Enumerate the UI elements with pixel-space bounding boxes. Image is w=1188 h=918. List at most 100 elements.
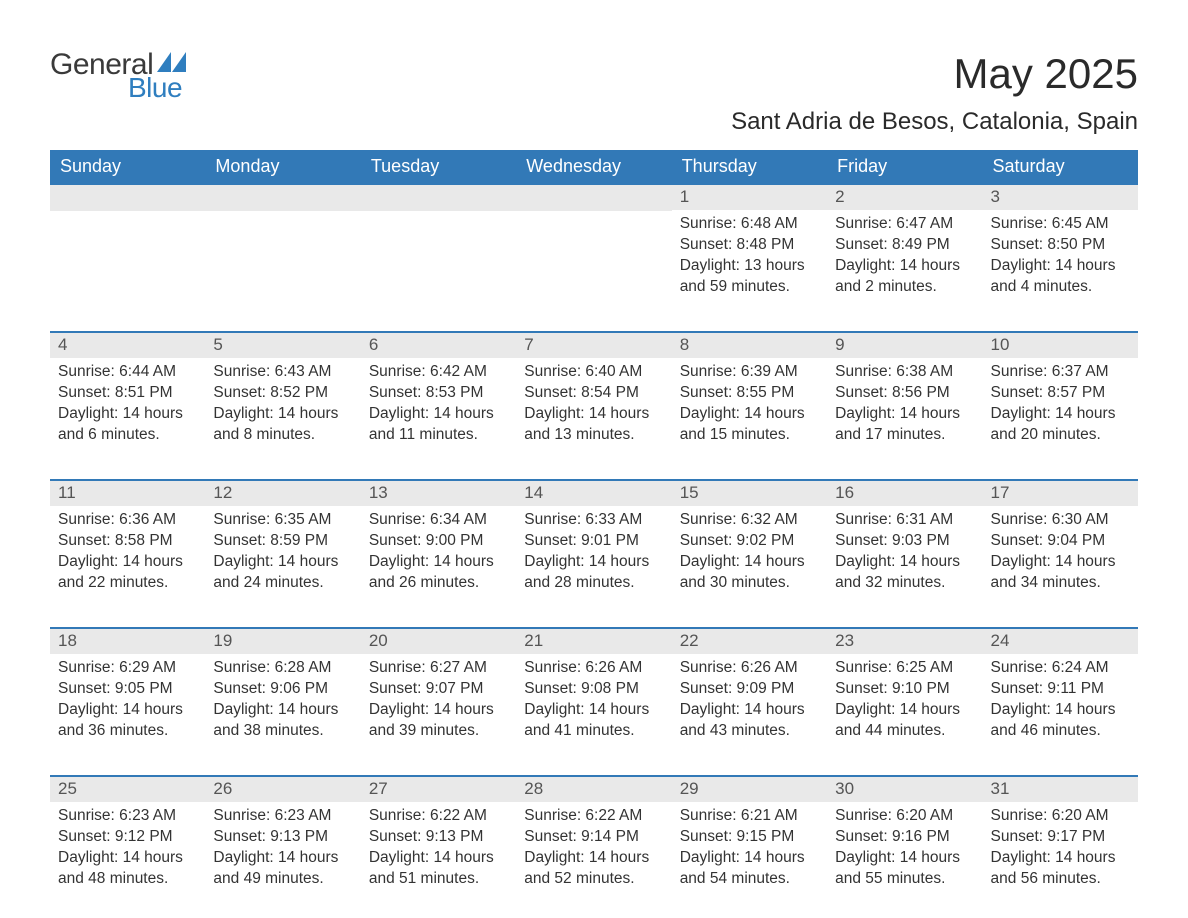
sunrise-line: Sunrise: 6:42 AM: [369, 362, 508, 383]
day-number: 31: [983, 777, 1138, 802]
calendar-day: 31Sunrise: 6:20 AMSunset: 9:17 PMDayligh…: [983, 776, 1138, 898]
day-number: 29: [672, 777, 827, 802]
daylight-line: Daylight: 14 hours and 56 minutes.: [991, 848, 1130, 890]
day-content: Sunrise: 6:39 AMSunset: 8:55 PMDaylight:…: [672, 358, 827, 454]
calendar-empty-day: [516, 184, 671, 332]
day-content: Sunrise: 6:34 AMSunset: 9:00 PMDaylight:…: [361, 506, 516, 602]
daylight-line: Daylight: 14 hours and 11 minutes.: [369, 404, 508, 446]
calendar-table: SundayMondayTuesdayWednesdayThursdayFrid…: [50, 150, 1138, 898]
sunrise-line: Sunrise: 6:26 AM: [524, 658, 663, 679]
sunset-line: Sunset: 8:48 PM: [680, 235, 819, 256]
day-number: 25: [50, 777, 205, 802]
empty-day-number: [50, 185, 205, 211]
calendar-day: 19Sunrise: 6:28 AMSunset: 9:06 PMDayligh…: [205, 628, 360, 776]
calendar-day: 12Sunrise: 6:35 AMSunset: 8:59 PMDayligh…: [205, 480, 360, 628]
calendar-day: 30Sunrise: 6:20 AMSunset: 9:16 PMDayligh…: [827, 776, 982, 898]
day-header: Thursday: [672, 150, 827, 184]
sunset-line: Sunset: 9:10 PM: [835, 679, 974, 700]
day-number: 3: [983, 185, 1138, 210]
day-content: Sunrise: 6:28 AMSunset: 9:06 PMDaylight:…: [205, 654, 360, 750]
day-number: 27: [361, 777, 516, 802]
day-number: 22: [672, 629, 827, 654]
calendar-day: 25Sunrise: 6:23 AMSunset: 9:12 PMDayligh…: [50, 776, 205, 898]
sunset-line: Sunset: 8:54 PM: [524, 383, 663, 404]
day-header: Monday: [205, 150, 360, 184]
day-content: Sunrise: 6:31 AMSunset: 9:03 PMDaylight:…: [827, 506, 982, 602]
logo: General Blue: [50, 50, 187, 102]
page-title: May 2025: [954, 50, 1138, 98]
calendar-day: 17Sunrise: 6:30 AMSunset: 9:04 PMDayligh…: [983, 480, 1138, 628]
day-number: 18: [50, 629, 205, 654]
daylight-line: Daylight: 14 hours and 24 minutes.: [213, 552, 352, 594]
day-number: 5: [205, 333, 360, 358]
calendar-day: 8Sunrise: 6:39 AMSunset: 8:55 PMDaylight…: [672, 332, 827, 480]
calendar-week: 11Sunrise: 6:36 AMSunset: 8:58 PMDayligh…: [50, 480, 1138, 628]
day-number: 26: [205, 777, 360, 802]
empty-day-number: [361, 185, 516, 211]
sunrise-line: Sunrise: 6:23 AM: [213, 806, 352, 827]
daylight-line: Daylight: 14 hours and 32 minutes.: [835, 552, 974, 594]
logo-word-blue: Blue: [128, 74, 182, 102]
calendar-day: 24Sunrise: 6:24 AMSunset: 9:11 PMDayligh…: [983, 628, 1138, 776]
calendar-week: 18Sunrise: 6:29 AMSunset: 9:05 PMDayligh…: [50, 628, 1138, 776]
sunset-line: Sunset: 9:07 PM: [369, 679, 508, 700]
sunset-line: Sunset: 9:05 PM: [58, 679, 197, 700]
day-content: Sunrise: 6:24 AMSunset: 9:11 PMDaylight:…: [983, 654, 1138, 750]
day-header: Wednesday: [516, 150, 671, 184]
calendar-day: 16Sunrise: 6:31 AMSunset: 9:03 PMDayligh…: [827, 480, 982, 628]
daylight-line: Daylight: 14 hours and 44 minutes.: [835, 700, 974, 742]
calendar-day: 28Sunrise: 6:22 AMSunset: 9:14 PMDayligh…: [516, 776, 671, 898]
sunset-line: Sunset: 9:16 PM: [835, 827, 974, 848]
day-number: 19: [205, 629, 360, 654]
calendar-day: 11Sunrise: 6:36 AMSunset: 8:58 PMDayligh…: [50, 480, 205, 628]
sunset-line: Sunset: 9:15 PM: [680, 827, 819, 848]
sunset-line: Sunset: 8:56 PM: [835, 383, 974, 404]
sunrise-line: Sunrise: 6:35 AM: [213, 510, 352, 531]
calendar-day: 22Sunrise: 6:26 AMSunset: 9:09 PMDayligh…: [672, 628, 827, 776]
daylight-line: Daylight: 14 hours and 4 minutes.: [991, 256, 1130, 298]
daylight-line: Daylight: 14 hours and 2 minutes.: [835, 256, 974, 298]
calendar-empty-day: [50, 184, 205, 332]
calendar-day: 9Sunrise: 6:38 AMSunset: 8:56 PMDaylight…: [827, 332, 982, 480]
daylight-line: Daylight: 14 hours and 6 minutes.: [58, 404, 197, 446]
daylight-line: Daylight: 13 hours and 59 minutes.: [680, 256, 819, 298]
sunset-line: Sunset: 9:17 PM: [991, 827, 1130, 848]
sunrise-line: Sunrise: 6:20 AM: [835, 806, 974, 827]
day-content: Sunrise: 6:20 AMSunset: 9:17 PMDaylight:…: [983, 802, 1138, 898]
daylight-line: Daylight: 14 hours and 13 minutes.: [524, 404, 663, 446]
sunrise-line: Sunrise: 6:33 AM: [524, 510, 663, 531]
page-subtitle: Sant Adria de Besos, Catalonia, Spain: [50, 108, 1138, 136]
day-number: 28: [516, 777, 671, 802]
day-number: 21: [516, 629, 671, 654]
day-content: Sunrise: 6:33 AMSunset: 9:01 PMDaylight:…: [516, 506, 671, 602]
sunset-line: Sunset: 8:50 PM: [991, 235, 1130, 256]
sunrise-line: Sunrise: 6:39 AM: [680, 362, 819, 383]
day-number: 15: [672, 481, 827, 506]
calendar-day: 5Sunrise: 6:43 AMSunset: 8:52 PMDaylight…: [205, 332, 360, 480]
calendar-head: SundayMondayTuesdayWednesdayThursdayFrid…: [50, 150, 1138, 184]
sunrise-line: Sunrise: 6:24 AM: [991, 658, 1130, 679]
daylight-line: Daylight: 14 hours and 46 minutes.: [991, 700, 1130, 742]
calendar-body: 1Sunrise: 6:48 AMSunset: 8:48 PMDaylight…: [50, 184, 1138, 898]
sunrise-line: Sunrise: 6:48 AM: [680, 214, 819, 235]
daylight-line: Daylight: 14 hours and 22 minutes.: [58, 552, 197, 594]
day-number: 2: [827, 185, 982, 210]
day-number: 10: [983, 333, 1138, 358]
day-content: Sunrise: 6:47 AMSunset: 8:49 PMDaylight:…: [827, 210, 982, 306]
day-content: Sunrise: 6:38 AMSunset: 8:56 PMDaylight:…: [827, 358, 982, 454]
calendar-day: 15Sunrise: 6:32 AMSunset: 9:02 PMDayligh…: [672, 480, 827, 628]
sunrise-line: Sunrise: 6:27 AM: [369, 658, 508, 679]
day-number: 8: [672, 333, 827, 358]
calendar-day: 27Sunrise: 6:22 AMSunset: 9:13 PMDayligh…: [361, 776, 516, 898]
sunrise-line: Sunrise: 6:38 AM: [835, 362, 974, 383]
sunrise-line: Sunrise: 6:29 AM: [58, 658, 197, 679]
day-content: Sunrise: 6:43 AMSunset: 8:52 PMDaylight:…: [205, 358, 360, 454]
day-number: 9: [827, 333, 982, 358]
calendar-week: 25Sunrise: 6:23 AMSunset: 9:12 PMDayligh…: [50, 776, 1138, 898]
daylight-line: Daylight: 14 hours and 15 minutes.: [680, 404, 819, 446]
daylight-line: Daylight: 14 hours and 41 minutes.: [524, 700, 663, 742]
day-content: Sunrise: 6:30 AMSunset: 9:04 PMDaylight:…: [983, 506, 1138, 602]
calendar-day: 13Sunrise: 6:34 AMSunset: 9:00 PMDayligh…: [361, 480, 516, 628]
day-number: 1: [672, 185, 827, 210]
daylight-line: Daylight: 14 hours and 36 minutes.: [58, 700, 197, 742]
